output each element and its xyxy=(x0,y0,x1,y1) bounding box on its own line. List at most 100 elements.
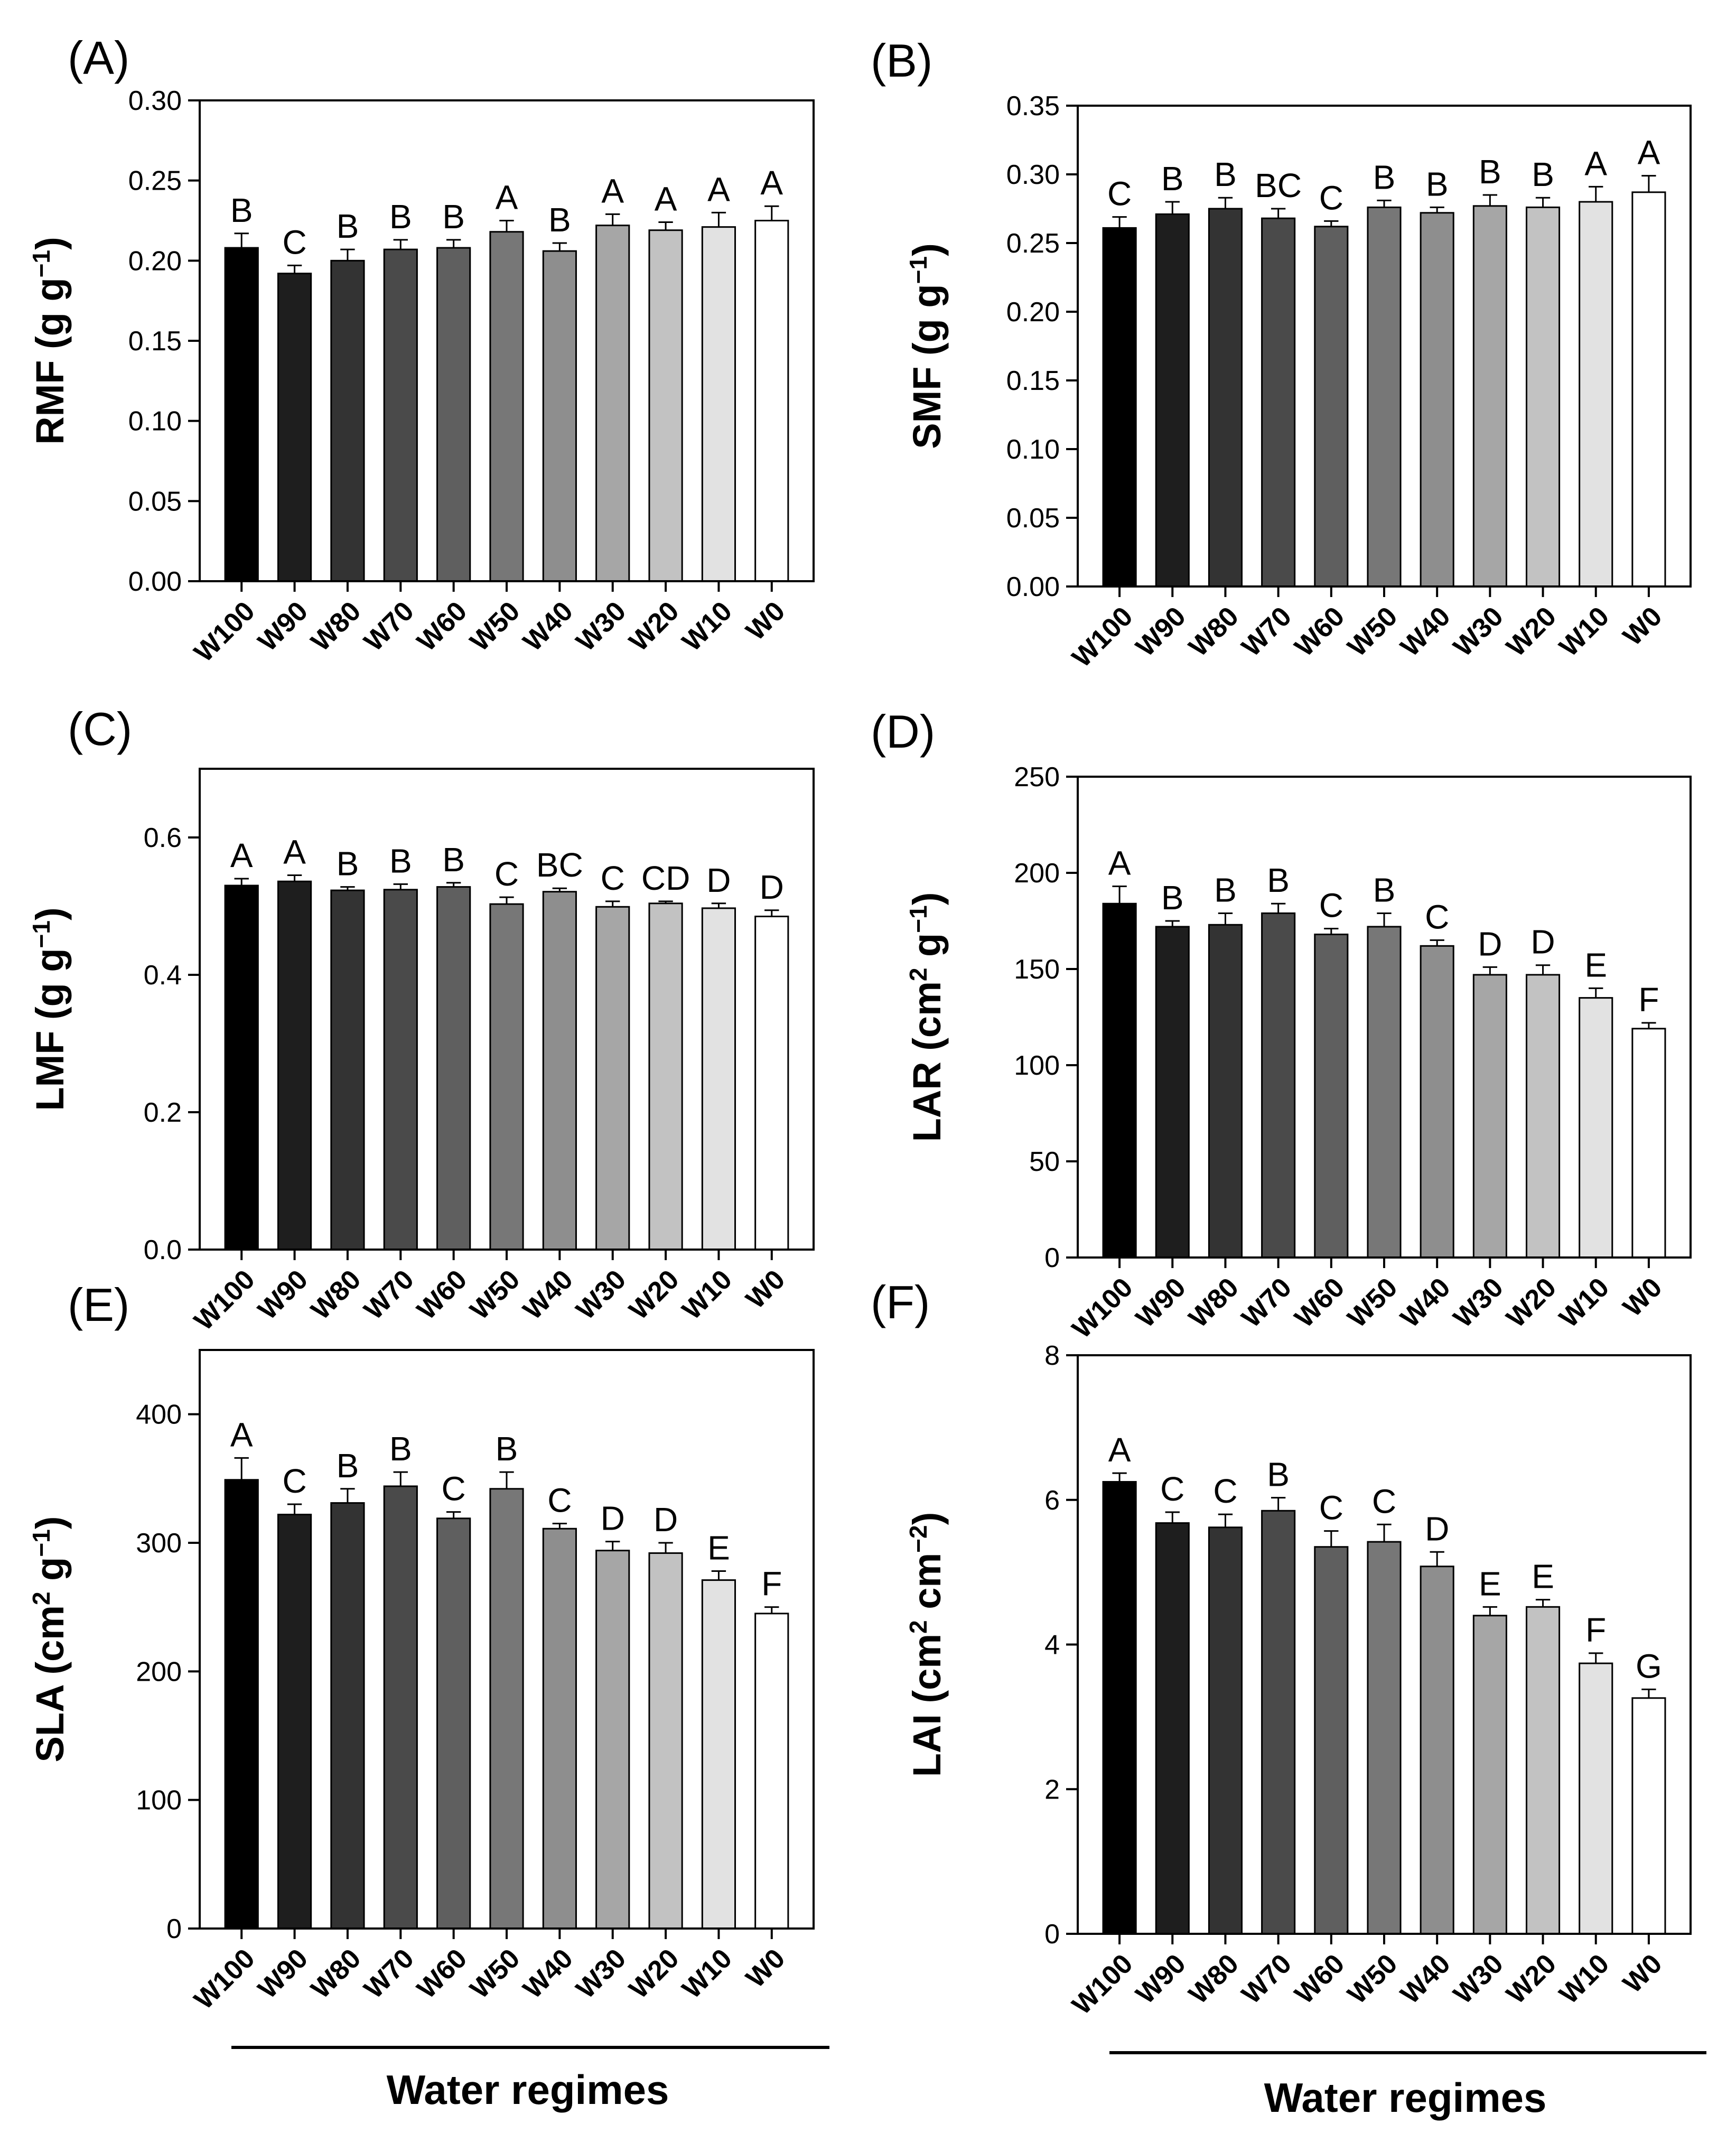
x-tick-label: W10 xyxy=(1554,601,1616,663)
x-tick-label: W80 xyxy=(305,595,367,657)
x-tick-label: W60 xyxy=(412,1943,473,2005)
y-axis-label: LAR (cm2 g−1) xyxy=(904,892,949,1142)
x-tick-label: W30 xyxy=(571,595,632,657)
bar-W0 xyxy=(754,220,789,582)
y-axis-label-mid: g xyxy=(905,933,949,968)
panel-label: (C) xyxy=(68,703,132,755)
bar-W90 xyxy=(1155,926,1190,1259)
bar-W60 xyxy=(1314,226,1349,588)
significance-letter-W100: B xyxy=(230,191,253,229)
plot-frame xyxy=(1077,776,1692,1259)
significance-letter-W70: B xyxy=(389,842,412,880)
x-tick-label: W0 xyxy=(740,1264,791,1315)
x-tick-label: W40 xyxy=(1395,1272,1457,1334)
y-axis-label-tail: ) xyxy=(905,1512,949,1525)
x-tick-label: W50 xyxy=(464,1943,526,2005)
significance-letter-W50: C xyxy=(494,855,519,893)
plot-frame xyxy=(1077,1354,1692,1935)
x-tick-label: W90 xyxy=(1130,601,1192,663)
bar-W90 xyxy=(1155,213,1190,588)
bar-W0 xyxy=(754,1613,789,1930)
bar-W30 xyxy=(1472,205,1507,588)
bar-W80 xyxy=(330,889,365,1251)
bar-W0 xyxy=(754,916,789,1251)
panel-2: (C) 0.0 0.2 0.4 0.6 A W100 A W90 B W80 B W70 B W60 C W50… xyxy=(27,703,815,1337)
y-tick-label: 2 xyxy=(1044,1774,1060,1805)
y-tick-label: 0.15 xyxy=(1006,366,1060,396)
x-tick-label: W50 xyxy=(464,1264,526,1326)
bar-W20 xyxy=(648,902,683,1251)
significance-letter-W70: B xyxy=(1267,1456,1290,1494)
y-axis-label-tail: ) xyxy=(28,237,72,250)
y-tick-label: 0.0 xyxy=(144,1235,182,1265)
bar-W90 xyxy=(277,880,312,1251)
x-tick-label: W0 xyxy=(1617,1272,1668,1322)
significance-letter-W80: B xyxy=(1214,871,1237,909)
bar-W100 xyxy=(1102,1481,1137,1935)
x-tick-label: W70 xyxy=(1236,1948,1298,2010)
y-tick-label: 0.35 xyxy=(1006,91,1060,122)
significance-letter-W30: D xyxy=(601,1499,625,1538)
significance-letter-W30: E xyxy=(1479,1564,1501,1603)
bar-W30 xyxy=(595,906,630,1251)
bar-W80 xyxy=(330,1502,365,1930)
x-tick-label: W50 xyxy=(1342,1948,1404,2010)
y-tick-label: 6 xyxy=(1044,1485,1060,1516)
panel-5: (F) 0 2 4 6 8 A W100 C W90 C W80 B W70 C W60 C W50 D W40 E W3… xyxy=(871,1276,1692,2021)
x-tick-label: W20 xyxy=(1500,601,1562,663)
significance-letter-W80: B xyxy=(337,1447,359,1485)
bar-W60 xyxy=(436,886,471,1251)
significance-letter-W40: C xyxy=(1425,898,1449,936)
significance-letter-W10: A xyxy=(707,170,730,208)
bar-W50 xyxy=(489,231,524,582)
x-tick-label: W90 xyxy=(1130,1272,1192,1334)
x-tick-label: W80 xyxy=(305,1264,367,1326)
significance-letter-W90: B xyxy=(1161,160,1184,198)
significance-letter-W80: B xyxy=(337,845,359,883)
x-tick-label: W40 xyxy=(517,1943,579,2005)
x-tick-label: W80 xyxy=(1183,1948,1245,2010)
x-tick-label: W80 xyxy=(305,1943,367,2005)
y-axis-label-sup: −1 xyxy=(904,905,932,933)
significance-letter-W40: C xyxy=(547,1482,572,1520)
bar-W20 xyxy=(648,229,683,582)
bar-W30 xyxy=(1472,974,1507,1259)
significance-letter-W20: E xyxy=(1532,1558,1554,1596)
x-tick-label: W10 xyxy=(676,1943,738,2005)
bar-W40 xyxy=(542,250,577,582)
x-tick-label: W100 xyxy=(1067,1948,1139,2020)
bar-W40 xyxy=(1420,945,1454,1259)
bar-W20 xyxy=(1525,1606,1561,1935)
x-tick-label: W100 xyxy=(1067,601,1139,673)
bar-W70 xyxy=(383,248,418,582)
panel-label: (D) xyxy=(871,705,935,758)
bar-W70 xyxy=(383,889,418,1251)
y-tick-label: 50 xyxy=(1029,1147,1060,1177)
x-tick-label: W100 xyxy=(189,1943,261,2015)
significance-letter-W100: A xyxy=(230,836,253,874)
y-axis-label-tail: ) xyxy=(905,892,949,906)
x-tick-label: W30 xyxy=(1448,1948,1509,2010)
panel-1: (B) 0.00 0.05 0.10 0.15 0.20 0.25 0.30 0.35 C W100… xyxy=(871,34,1692,674)
bar-W20 xyxy=(1525,974,1561,1259)
x-tick-label: W70 xyxy=(358,1943,420,2005)
panel-label: (E) xyxy=(68,1279,129,1331)
y-tick-label: 0.05 xyxy=(128,486,182,517)
panel-label: (A) xyxy=(68,32,129,84)
x-tick-label: W20 xyxy=(1500,1948,1562,2010)
y-tick-label: 8 xyxy=(1044,1340,1060,1371)
significance-letter-W20: A xyxy=(655,180,677,218)
x-tick-label: W20 xyxy=(623,1943,685,2005)
x-tick-label: W70 xyxy=(358,1264,420,1326)
y-tick-label: 0.00 xyxy=(1006,572,1060,602)
bar-W40 xyxy=(542,891,577,1251)
significance-letter-W80: B xyxy=(1214,155,1237,193)
y-axis-label-tail: ) xyxy=(28,1516,72,1530)
y-tick-label: 0.00 xyxy=(128,566,182,597)
bar-W40 xyxy=(1420,1566,1454,1935)
x-tick-label: W10 xyxy=(1554,1272,1616,1334)
significance-letter-W0: F xyxy=(1638,981,1659,1019)
significance-letter-W50: B xyxy=(1373,158,1396,196)
bar-W10 xyxy=(1579,997,1613,1259)
significance-letter-W70: BC xyxy=(1255,166,1302,204)
